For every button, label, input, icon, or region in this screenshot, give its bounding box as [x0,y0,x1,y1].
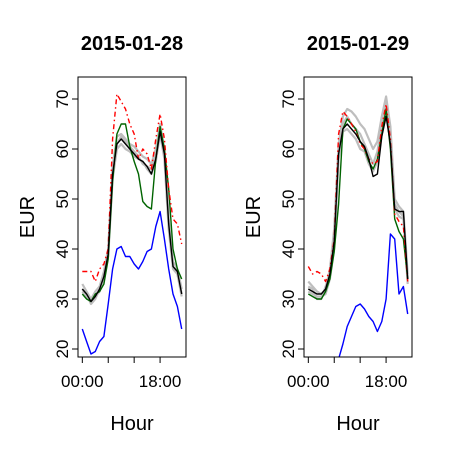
y-tick-label: 50 [279,190,298,209]
plot-frame [77,76,187,358]
y-tick-label: 40 [279,240,298,259]
y-tick-label: 30 [279,290,298,309]
plot-area [81,93,183,355]
plot-area [307,95,409,357]
y-tick-label: 70 [279,90,298,109]
series-line-black [81,130,183,303]
y-tick-label: 60 [279,140,298,159]
y-tick-label: 70 [53,90,72,109]
y-axis-title: EUR [243,196,265,238]
chart-title: 2015-01-28 [81,33,183,55]
series-line-black [307,115,409,295]
y-tick-label: 60 [53,140,72,159]
chart-panel-1: 20 30 40 50 60 70 00:00 18:00 2015-01-28 Hour EUR [17,33,187,435]
chart-panel-2: 20 30 40 50 60 70 00:00 18:00 2015-01-29 Hour EUR [243,33,413,435]
x-tick-label: 00:00 [61,372,104,391]
y-tick-label: 20 [53,340,72,359]
series-line-blue [81,210,183,355]
y-axis-title: EUR [17,196,39,238]
series-line-red [82,93,183,283]
y-tick-label: 20 [279,340,298,359]
chart-title: 2015-01-29 [307,33,409,55]
y-tick-label: 30 [53,290,72,309]
series-line-blue [338,233,409,357]
x-tick-label: 18:00 [365,372,408,391]
band-line-3 [307,100,409,301]
x-tick-label: 00:00 [287,372,330,391]
x-axis-title: Hour [110,413,154,435]
x-tick-label: 18:00 [139,372,182,391]
y-tick-label: 40 [53,240,72,259]
y-tick-label: 50 [53,190,72,209]
x-axis-title: Hour [336,413,380,435]
